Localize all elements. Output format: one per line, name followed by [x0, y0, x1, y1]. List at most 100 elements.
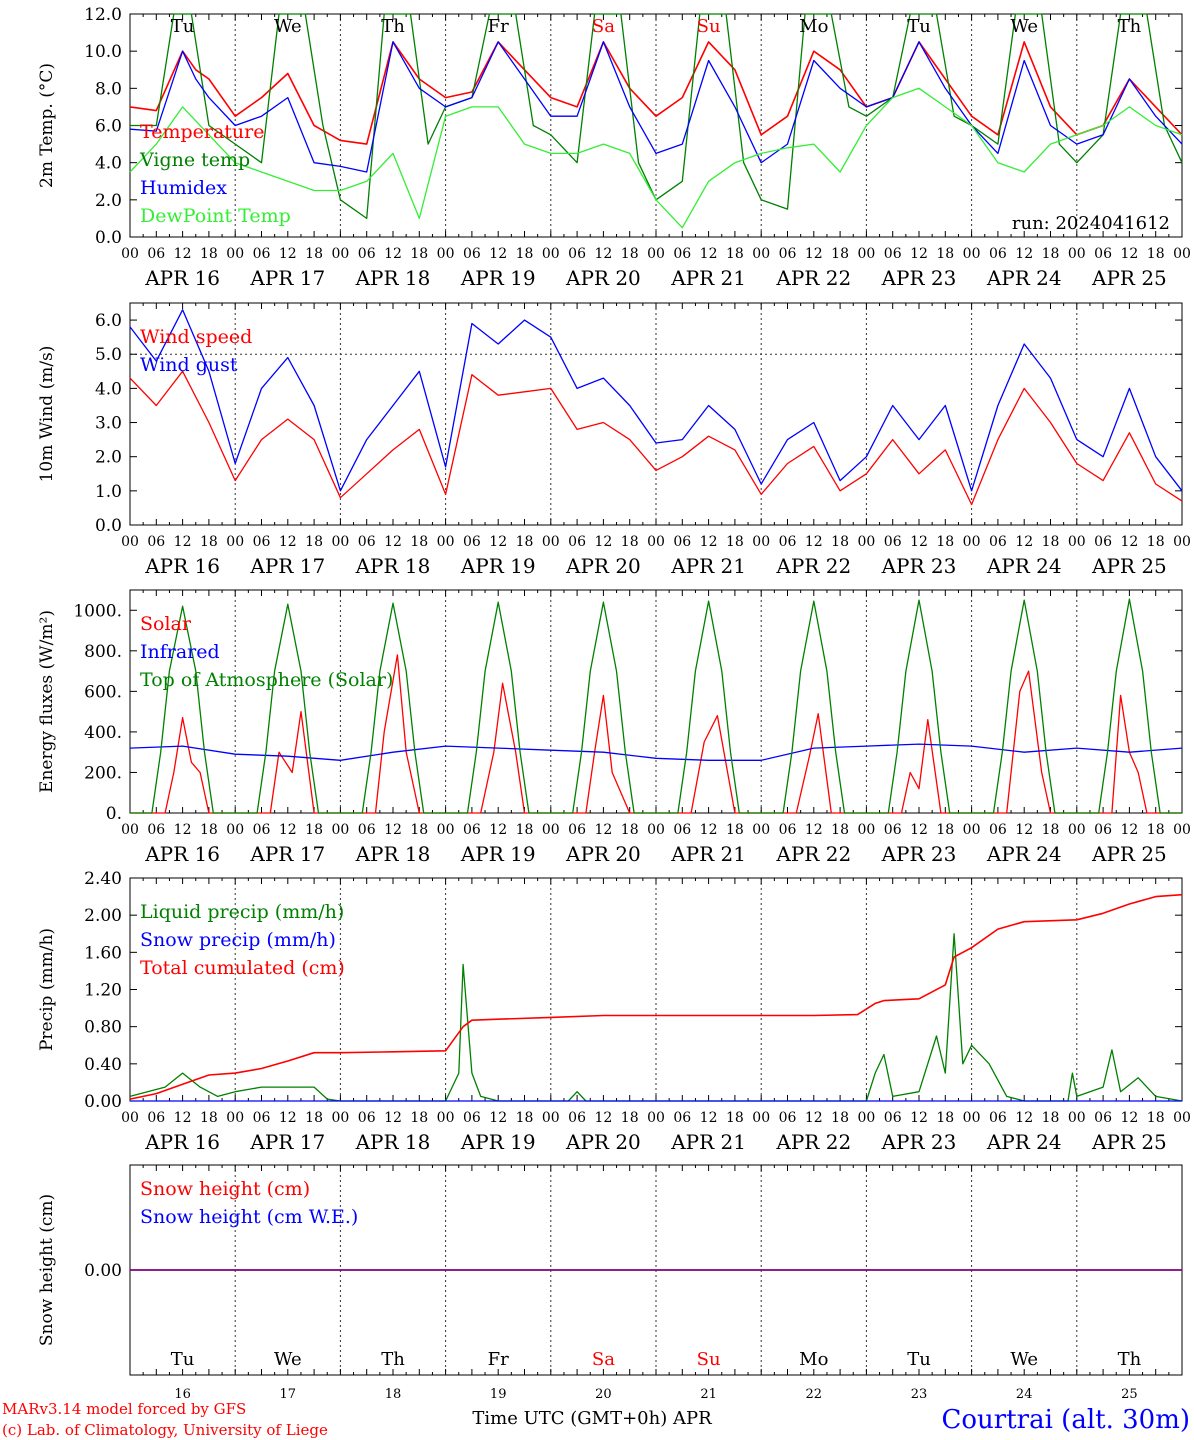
- x-tick-label: 06: [884, 534, 902, 550]
- day-number-label: 18: [385, 1387, 402, 1402]
- x-tick-label: 06: [147, 246, 165, 262]
- date-label: APR 19: [460, 554, 536, 578]
- legend-entry: Total cumulated (cm): [140, 957, 345, 979]
- x-tick-label: 12: [174, 822, 192, 838]
- x-tick-label: 18: [831, 246, 849, 262]
- x-tick-label: 12: [384, 822, 402, 838]
- y-tick-label: 1.60: [84, 943, 122, 963]
- x-tick-label: 12: [279, 1110, 297, 1126]
- x-tick-label: 06: [358, 534, 376, 550]
- x-tick-label: 18: [516, 1110, 534, 1126]
- x-tick-label: 06: [673, 822, 691, 838]
- x-tick-label: 18: [726, 1110, 744, 1126]
- x-tick-label: 06: [358, 246, 376, 262]
- x-tick-label: 12: [174, 534, 192, 550]
- x-tick-label: 12: [384, 1110, 402, 1126]
- y-tick-label: 12.0: [84, 5, 122, 25]
- x-tick-label: 00: [437, 246, 455, 262]
- x-tick-label: 12: [910, 246, 928, 262]
- x-tick-label: 18: [305, 246, 323, 262]
- footer: MARv3.14 model forced by GFS (c) Lab. of…: [2, 1400, 1190, 1439]
- y-tick-label: 0.00: [84, 1092, 122, 1112]
- y-tick-label: 1000.: [73, 601, 122, 621]
- date-label: APR 16: [144, 1130, 220, 1154]
- x-tick-label: 18: [200, 1110, 218, 1126]
- date-label: APR 21: [670, 266, 746, 290]
- x-tick-label: 18: [410, 822, 428, 838]
- x-tick-label: 06: [673, 1110, 691, 1126]
- x-tick-label: 12: [700, 1110, 718, 1126]
- x-tick-label: 00: [857, 1110, 875, 1126]
- y-tick-label: 4.0: [95, 154, 122, 174]
- weekday-label: Sa: [592, 1349, 615, 1370]
- x-tick-label: 06: [884, 1110, 902, 1126]
- x-tick-label: 18: [1147, 822, 1165, 838]
- y-tick-label: 1.0: [95, 482, 122, 502]
- y-axis-label: 2m Temp. (°C): [37, 63, 57, 188]
- legend-entry: Wind gust: [140, 354, 238, 376]
- x-tick-label: 00: [963, 1110, 981, 1126]
- x-tick-label: 00: [1173, 534, 1191, 550]
- x-tick-label: 12: [279, 246, 297, 262]
- x-tick-label: 06: [358, 1110, 376, 1126]
- x-tick-label: 06: [673, 246, 691, 262]
- date-label: APR 16: [144, 554, 220, 578]
- x-tick-label: 18: [831, 1110, 849, 1126]
- date-label: APR 18: [355, 1130, 431, 1154]
- x-tick-label: 18: [200, 246, 218, 262]
- x-tick-label: 18: [305, 1110, 323, 1126]
- day-number-label: 20: [595, 1387, 612, 1402]
- date-label: APR 20: [565, 1130, 641, 1154]
- weekday-label: Th: [1118, 16, 1142, 37]
- weekday-label: Th: [381, 16, 405, 37]
- x-tick-label: 18: [200, 822, 218, 838]
- date-label: APR 19: [460, 842, 536, 866]
- weekday-label: Tu: [907, 1349, 931, 1370]
- x-tick-label: 12: [594, 822, 612, 838]
- date-label: APR 21: [670, 1130, 746, 1154]
- weekday-label: We: [274, 1349, 302, 1370]
- panel-2: 0.0 1.0 2.0 3.0 4.0 5.0 6.0 10m Wind (m/s) Wind …: [37, 302, 1191, 578]
- y-tick-label: 0.40: [84, 1055, 122, 1075]
- x-tick-label: 00: [1068, 534, 1086, 550]
- x-tick-label: 12: [805, 822, 823, 838]
- weekday-label: Th: [381, 1349, 405, 1370]
- date-label: APR 19: [460, 1130, 536, 1154]
- y-tick-label: 6.0: [95, 117, 122, 137]
- x-tick-label: 18: [936, 246, 954, 262]
- date-label: APR 25: [1091, 1130, 1167, 1154]
- series-line: [130, 598, 1182, 814]
- x-tick-label: 06: [147, 822, 165, 838]
- date-label: APR 22: [775, 554, 851, 578]
- x-tick-label: 00: [752, 534, 770, 550]
- date-label: APR 21: [670, 554, 746, 578]
- x-tick-label: 12: [910, 822, 928, 838]
- x-tick-label: 06: [989, 534, 1007, 550]
- date-label: APR 23: [881, 266, 957, 290]
- x-tick-label: 00: [226, 822, 244, 838]
- x-tick-label: 00: [542, 534, 560, 550]
- x-tick-label: 00: [226, 1110, 244, 1126]
- x-tick-label: 00: [857, 534, 875, 550]
- x-tick-label: 06: [779, 1110, 797, 1126]
- x-tick-label: 18: [726, 534, 744, 550]
- x-tick-label: 06: [884, 822, 902, 838]
- y-axis-label: Precip (mm/h): [37, 928, 57, 1051]
- date-label: APR 18: [355, 266, 431, 290]
- day-number-label: 17: [280, 1387, 297, 1402]
- weekday-label: Tu: [171, 16, 195, 37]
- x-tick-label: 12: [489, 822, 507, 838]
- date-label: APR 25: [1091, 842, 1167, 866]
- legend-entry: Humidex: [140, 177, 227, 199]
- x-tick-label: 00: [331, 1110, 349, 1126]
- x-tick-label: 18: [516, 534, 534, 550]
- x-tick-label: 12: [1015, 534, 1033, 550]
- x-tick-label: 00: [437, 534, 455, 550]
- weekday-label: Mo: [799, 1349, 828, 1370]
- x-tick-label: 00: [857, 246, 875, 262]
- date-label: APR 23: [881, 554, 957, 578]
- x-tick-label: 12: [1120, 1110, 1138, 1126]
- date-label: APR 17: [249, 266, 325, 290]
- date-label: APR 17: [249, 554, 325, 578]
- date-label: APR 24: [986, 266, 1062, 290]
